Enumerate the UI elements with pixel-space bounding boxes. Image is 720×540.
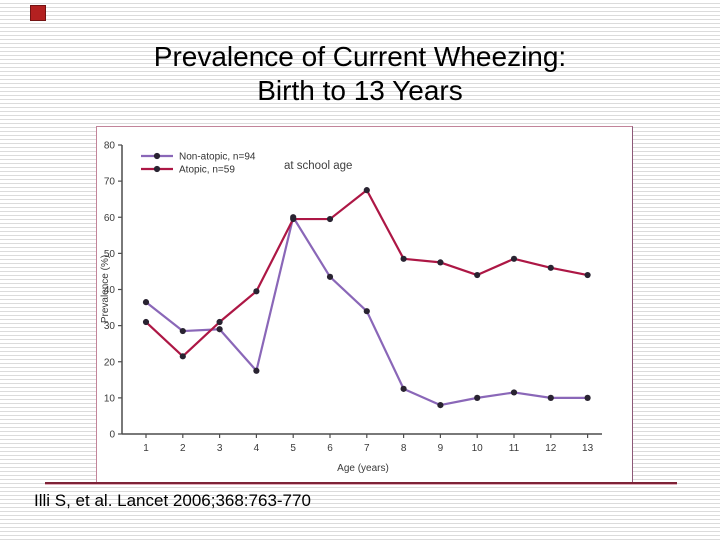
- y-tick-label: 20: [104, 357, 116, 368]
- slide-title: Prevalence of Current Wheezing: Birth to…: [0, 40, 720, 107]
- data-point-marker: [584, 271, 591, 279]
- chart-panel: 0 10 20 30 40 50 60 70 80 1 2 3 4 5 6 7 8 9 10 11 12 13 Non-at…: [96, 126, 633, 483]
- annotation-at-school-age: at school age: [284, 160, 352, 172]
- y-tick-label: 10: [104, 393, 116, 404]
- slide-title-line1: Prevalence of Current Wheezing:: [153, 41, 567, 72]
- data-point-marker: [437, 402, 444, 409]
- data-point-marker: [142, 299, 150, 306]
- data-point-marker: [547, 394, 554, 401]
- legend-marker: [153, 165, 161, 173]
- x-tick-label: 8: [401, 443, 407, 454]
- data-point-marker: [290, 215, 297, 223]
- x-tick-label: 6: [327, 443, 333, 454]
- x-tick-label: 10: [472, 443, 484, 454]
- legend-marker: [153, 152, 161, 160]
- data-point-marker: [179, 353, 186, 360]
- series-line: [145, 189, 588, 358]
- data-point-marker: [510, 255, 518, 262]
- data-point-marker: [326, 273, 334, 280]
- citation-text: Illi S, et al. Lancet 2006;368:763-770: [34, 491, 311, 510]
- data-point-marker: [547, 264, 554, 271]
- data-point-marker: [400, 385, 407, 392]
- x-tick-label: 11: [509, 443, 520, 454]
- y-tick-label: 0: [109, 430, 115, 441]
- x-tick-label: 7: [364, 443, 370, 454]
- x-tick-label: 9: [438, 443, 444, 454]
- x-tick-label: 4: [254, 443, 260, 454]
- slide-title-line2: Birth to 13 Years: [257, 74, 463, 106]
- x-axis-title: Age (years): [337, 463, 389, 474]
- data-point-marker: [326, 215, 334, 223]
- y-tick-label: 50: [104, 249, 116, 260]
- x-tick-label: 1: [143, 443, 149, 454]
- x-tick-label: 5: [290, 443, 296, 454]
- data-point-marker: [142, 318, 150, 326]
- y-tick-label: 70: [104, 177, 116, 188]
- data-point-marker: [474, 394, 481, 401]
- data-point-marker: [253, 288, 260, 295]
- data-point-marker: [363, 187, 370, 194]
- legend-label: Atopic, n=59: [179, 165, 235, 176]
- y-axis-title: Prevalence (%): [100, 255, 111, 323]
- data-point-marker: [437, 259, 444, 266]
- y-tick-label: 30: [104, 321, 116, 332]
- slide-accent-square: [30, 5, 46, 21]
- legend-label: Non-atopic, n=94: [179, 152, 256, 163]
- data-point-marker: [216, 318, 223, 326]
- x-tick-label: 12: [545, 443, 557, 454]
- y-tick-label: 60: [104, 213, 116, 224]
- data-point-marker: [400, 255, 407, 262]
- data-point-marker: [584, 394, 591, 401]
- data-point-marker: [474, 271, 481, 279]
- x-tick-label: 13: [582, 443, 594, 454]
- data-point-marker: [179, 327, 186, 335]
- citation-divider-line: [45, 482, 677, 485]
- data-point-marker: [363, 308, 370, 315]
- data-point-marker: [216, 326, 223, 333]
- y-tick-label: 40: [104, 285, 116, 296]
- data-point-marker: [253, 367, 260, 374]
- data-point-marker: [510, 389, 518, 396]
- x-tick-label: 2: [180, 443, 186, 454]
- x-tick-label: 3: [217, 443, 223, 454]
- y-tick-label: 80: [104, 141, 116, 152]
